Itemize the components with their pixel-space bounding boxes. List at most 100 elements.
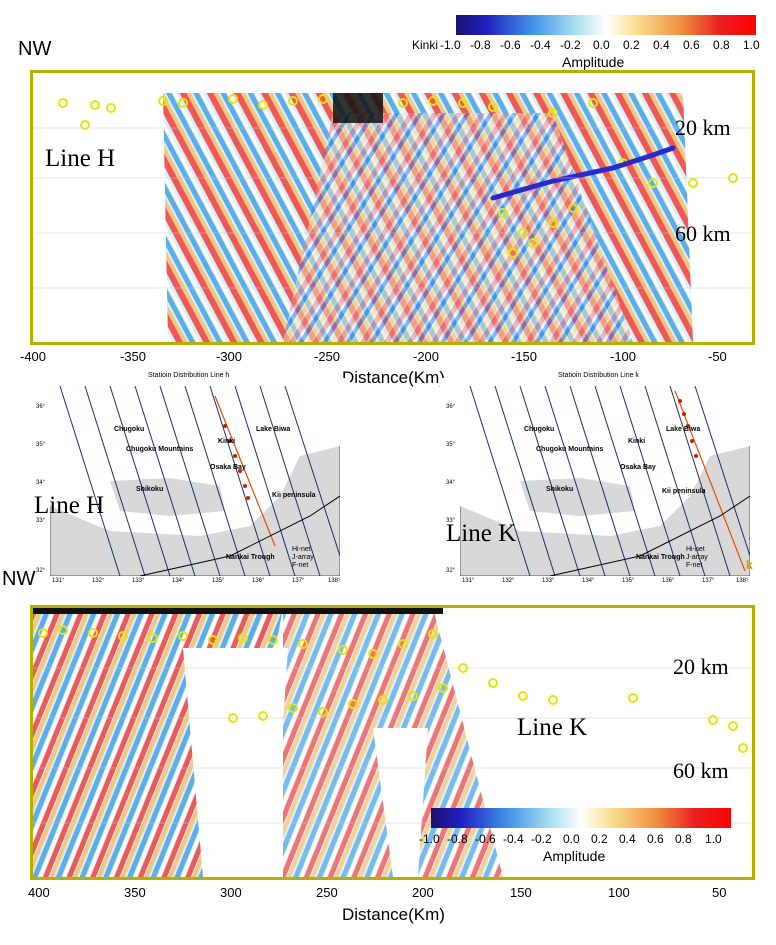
map-h-overlay-label: Line H	[34, 492, 105, 519]
map-h-osaka-bay: Osaka Bay	[210, 464, 246, 471]
map-h-lon: 131°	[52, 578, 65, 584]
map-k-title: Statioin Distribution Line k	[558, 372, 639, 379]
top-section-image	[33, 93, 752, 342]
x-tick: 400	[28, 885, 50, 900]
cbar-tick: 0.4	[653, 38, 670, 52]
x-tick: -100	[610, 349, 637, 364]
x-tick: -250	[314, 349, 341, 364]
map-h-lake-biwa: Lake Biwa	[256, 426, 291, 433]
cbar-tick: -0.8	[470, 38, 491, 52]
top-colorbar-ticks: -1.0 -0.8 -0.6 -0.4 -0.2 0.0 0.2 0.4 0.6…	[440, 38, 770, 54]
bottom-amplitude-title: Amplitude	[543, 848, 606, 864]
x-tick: 200	[412, 885, 434, 900]
bottom-colorbar-ticks: -1.0 -0.8 -0.6 -0.4 -0.2 0.0 0.2 0.4 0.6…	[419, 832, 739, 848]
top-section-panel: Line H 20 km 60 km	[30, 70, 755, 345]
bottom-section-panel: 20 km Line K 60 km -1.0 -0.8 -0.6 -0.4 -…	[30, 605, 755, 880]
cbar-tick: 0.8	[675, 832, 692, 846]
map-k-osaka-bay: Osaka Bay	[620, 464, 656, 471]
cbar-tick: 0.2	[591, 832, 608, 846]
cbar-tick: 0.4	[619, 832, 636, 846]
map-k-kii: Kii peninsula	[662, 488, 706, 495]
map-k-kinki: Kinki	[628, 438, 646, 445]
bottom-depth-20: 20 km	[673, 654, 729, 679]
map-k-edge-letter: k	[746, 558, 753, 572]
map-k-shikoku: Shikoku	[546, 486, 574, 493]
map-line-h: Statioin Distribution Line h Chugoku Chu…	[30, 372, 350, 588]
map-k-image	[460, 386, 750, 576]
top-line-label: Line H	[45, 145, 116, 172]
top-depth-60: 60 km	[675, 221, 731, 246]
cbar-tick: 1.0	[705, 832, 722, 846]
map-k-lat: 33°	[446, 518, 456, 524]
cbar-tick: -0.6	[475, 832, 496, 846]
map-h-lon: 137°	[292, 578, 305, 584]
map-h-lon: 136°	[252, 578, 265, 584]
map-k-lon: 138°	[736, 578, 749, 584]
x-tick: 50	[712, 885, 727, 900]
x-tick: 350	[124, 885, 146, 900]
map-k-nankai: Nankai Trough	[636, 554, 685, 561]
map-k-overlay-label: Line K	[446, 520, 517, 547]
cbar-tick: 1.0	[743, 38, 760, 52]
cbar-tick: 0.8	[713, 38, 730, 52]
map-h-lon: 135°	[212, 578, 225, 584]
map-k-lon: 137°	[702, 578, 715, 584]
map-k-lat: 34°	[446, 480, 456, 486]
top-x-ticks: -400 -350 -300 -250 -200 -150 -100 -50	[0, 349, 776, 365]
map-h-legend-fnet: F-net	[292, 562, 309, 569]
map-k-lon: 131°	[462, 578, 475, 584]
map-h-chugoku: Chugoku	[114, 426, 145, 433]
map-h-chugoku-mts: Chugoku Mountains	[126, 446, 194, 453]
map-h-lat: 33°	[36, 518, 46, 524]
x-tick: 150	[510, 885, 532, 900]
bottom-line-label: Line K	[517, 714, 588, 741]
x-tick: -50	[708, 349, 727, 364]
map-h-legend-jarray: J-array	[292, 554, 314, 561]
x-tick: -300	[216, 349, 243, 364]
top-amplitude-title: Amplitude	[562, 54, 625, 70]
map-k-lat: 32°	[446, 568, 456, 574]
top-colorbar-gradient	[456, 15, 756, 35]
x-tick: -200	[413, 349, 440, 364]
map-h-lon: 138°	[328, 578, 341, 584]
map-k-lat: 36°	[446, 404, 456, 410]
map-h-title: Statioin Distribution Line h	[148, 372, 230, 379]
x-tick: 250	[316, 885, 338, 900]
x-tick: 300	[220, 885, 242, 900]
map-h-shikoku: Shikoku	[136, 486, 164, 493]
x-tick: 100	[608, 885, 630, 900]
top-depth-20: 20 km	[675, 115, 731, 140]
cbar-tick: -0.2	[531, 832, 552, 846]
x-tick: -400	[20, 349, 47, 364]
map-h-lat: 36°	[36, 404, 46, 410]
x-tick: -350	[120, 349, 147, 364]
map-h-lat: 32°	[36, 568, 46, 574]
bottom-x-title: Distance(Km)	[342, 905, 445, 924]
map-h-nankai: Nankai Trough	[226, 554, 275, 561]
cbar-tick: 0.0	[563, 832, 580, 846]
map-k-chugoku: Chugoku	[524, 426, 555, 433]
map-k-legend-hinet: Hi-net	[686, 546, 705, 553]
top-nw-label: NW	[18, 38, 52, 60]
map-h-kinki: Kinki	[218, 438, 236, 445]
cbar-tick: -0.8	[447, 832, 468, 846]
cbar-tick: 0.2	[623, 38, 640, 52]
map-k-legend-fnet: F-net	[686, 562, 703, 569]
map-h-kii: Kii peninsula	[272, 492, 316, 499]
cbar-tick: -1.0	[419, 832, 440, 846]
map-k-lat: 35°	[446, 442, 456, 448]
map-k-lon: 136°	[662, 578, 675, 584]
map-h-lat: 35°	[36, 442, 46, 448]
map-k-lake-biwa: Lake Biwa	[666, 426, 701, 433]
cbar-tick: -0.4	[503, 832, 524, 846]
bottom-section-image	[33, 608, 752, 877]
cbar-tick: 0.6	[647, 832, 664, 846]
cbar-tick: -0.2	[560, 38, 581, 52]
map-h-image	[50, 386, 340, 576]
map-h-lon: 133°	[132, 578, 145, 584]
map-k-lon: 132°	[502, 578, 515, 584]
map-h-lon: 132°	[92, 578, 105, 584]
map-h-lat: 34°	[36, 480, 46, 486]
map-k-lon: 135°	[622, 578, 635, 584]
cbar-tick: -1.0	[440, 38, 461, 52]
